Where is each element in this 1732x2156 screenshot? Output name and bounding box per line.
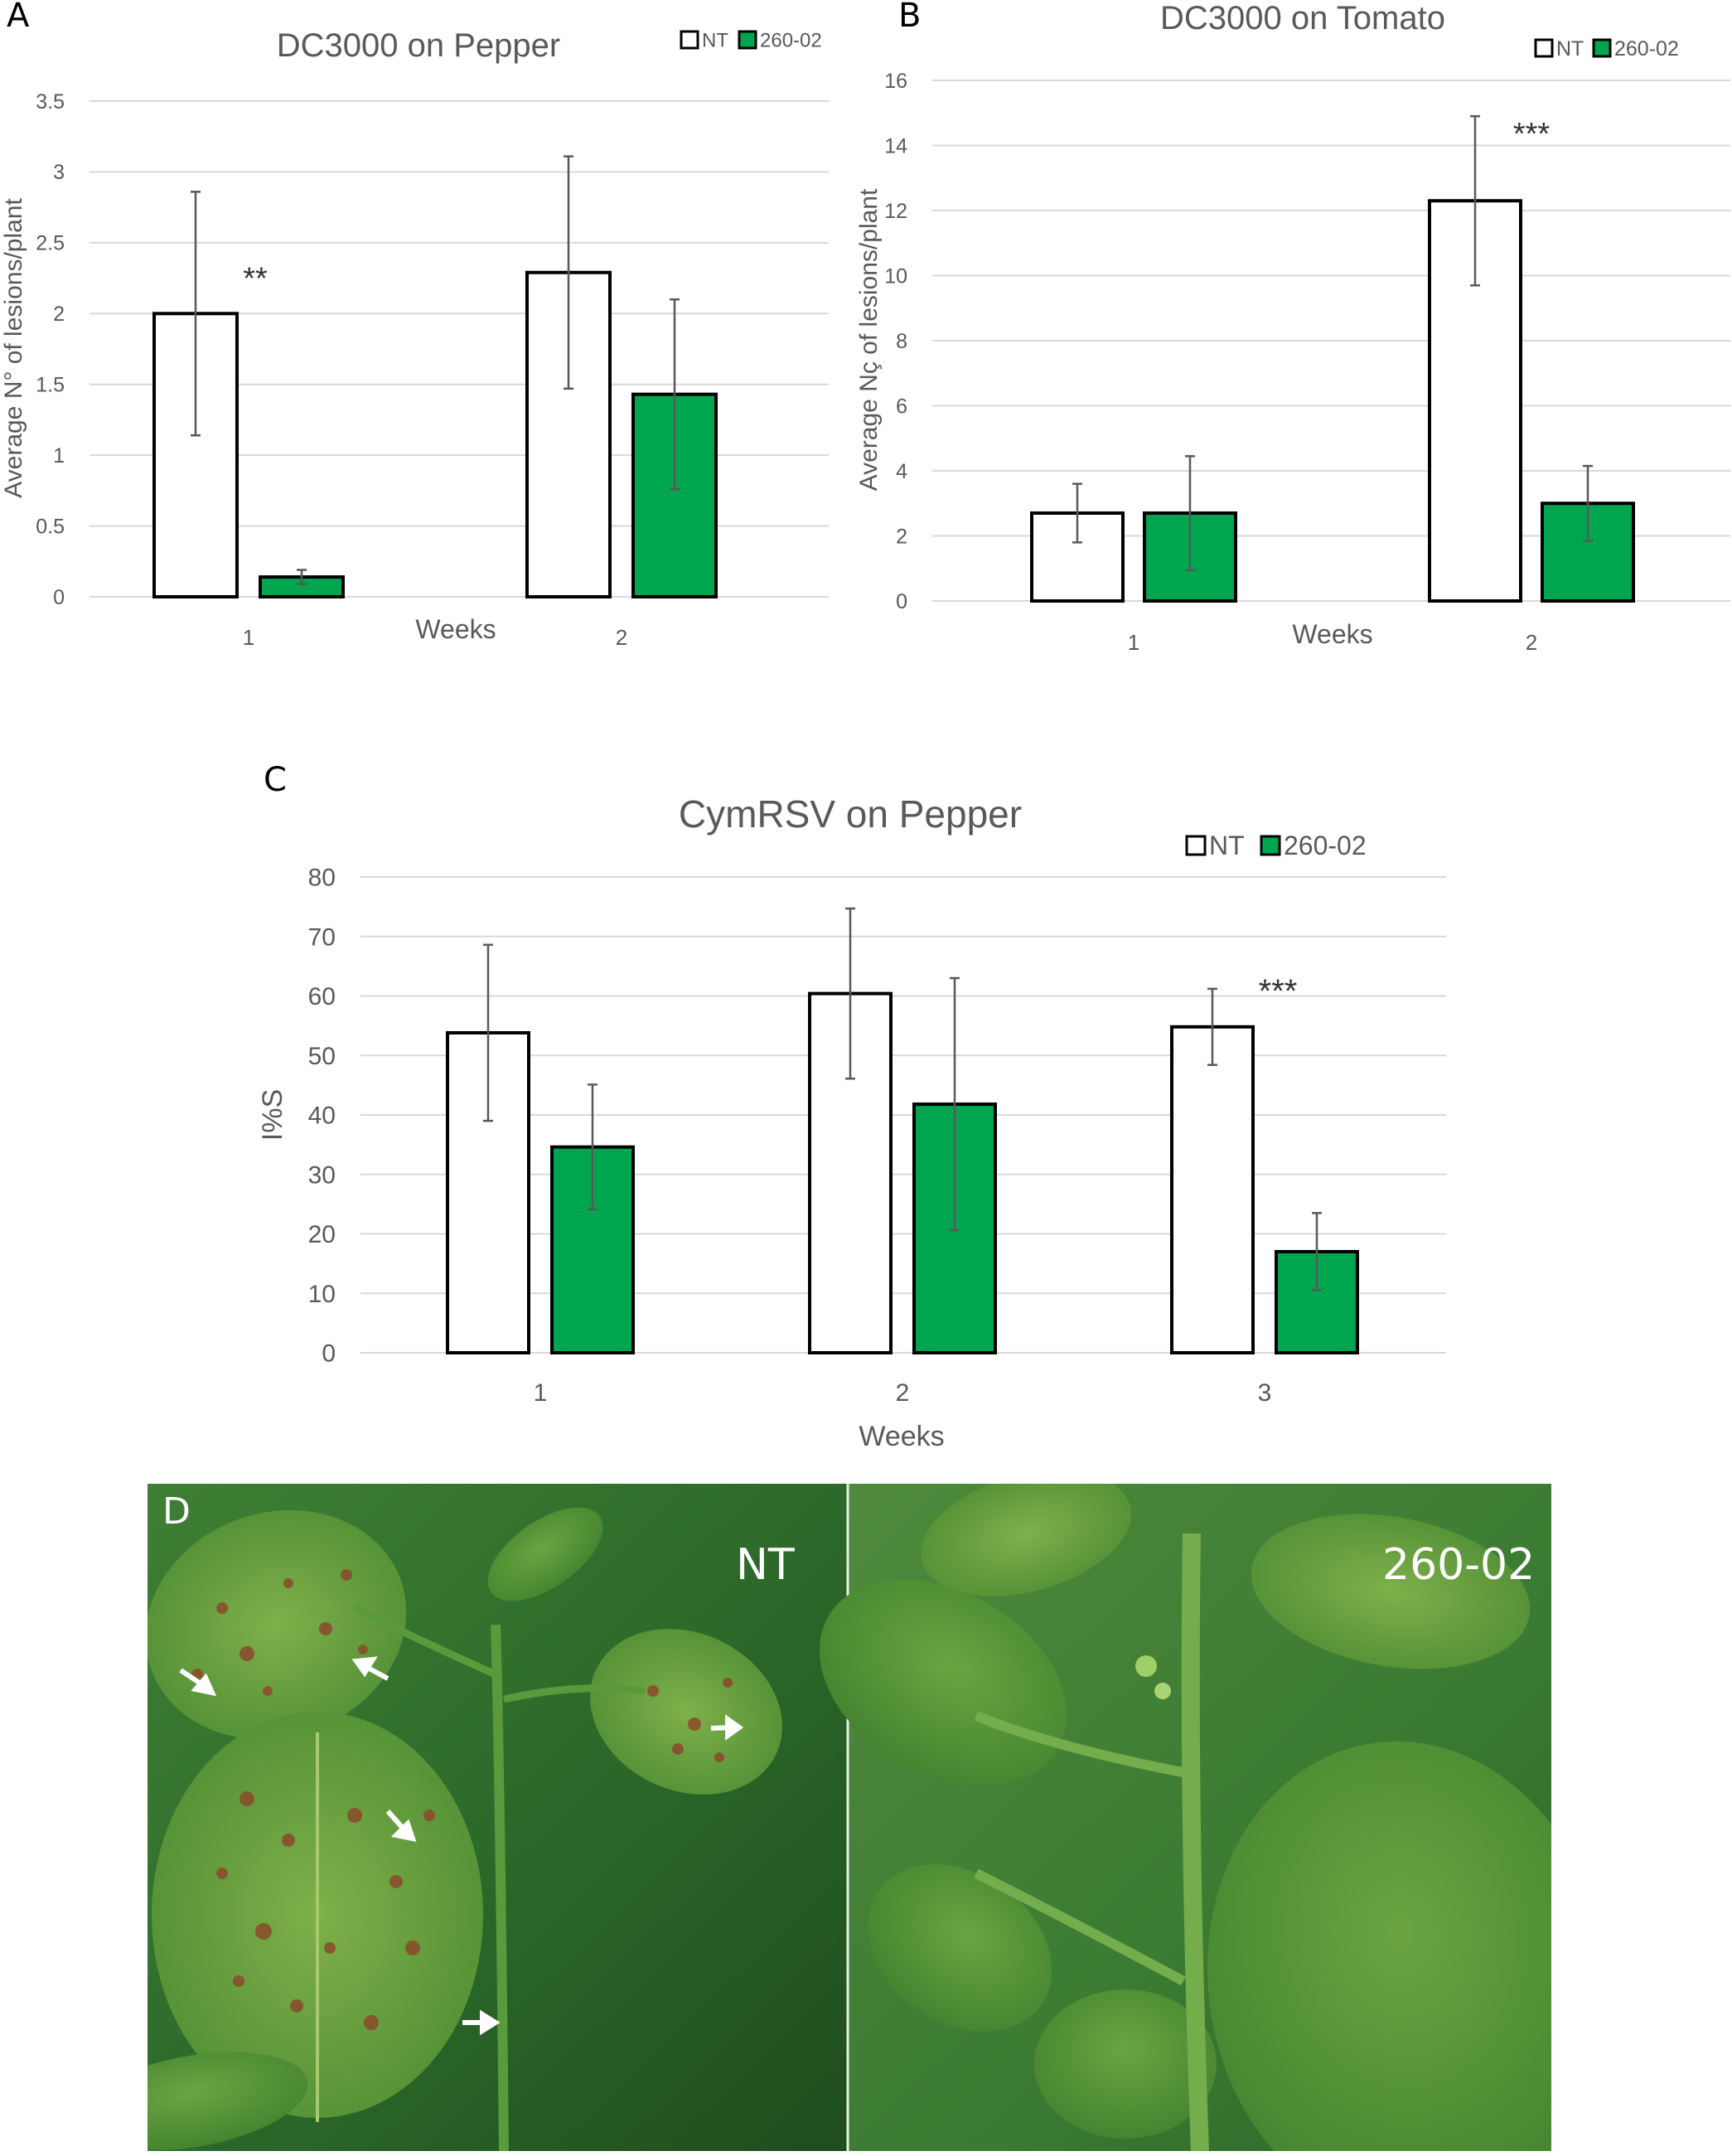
chart-b-category-label: 2 [1526,630,1537,655]
photo-label-260-02: 260-02 [1382,1540,1536,1590]
chart-a-ytick-label: 1 [53,444,65,468]
chart-c-ytick-label: 60 [308,983,336,1010]
chart-b-xlabel: Weeks [1292,619,1372,649]
chart-c-ytick-label: 40 [308,1102,336,1130]
chart-c-legend-label-treated: 260-02 [1284,831,1367,860]
chart-b-legend-swatch-nt [1534,38,1554,58]
chart-a-title: DC3000 on Pepper [277,27,560,64]
chart-c-xlabel: Weeks [859,1421,944,1452]
chart-c-legend-label-nt: NT [1209,831,1245,860]
panel-letter-c: C [264,761,287,799]
panel-letter-a: A [7,0,30,35]
chart-c-ytick-label: 30 [308,1161,336,1189]
chart-a: 0 0.5 1 1.5 2 2.5 3 3.5 1 2 ** DC3000 on Pepper Week… [0,27,829,650]
chart-c-bar-treated [550,1145,635,1354]
chart-b-significance-label: *** [1513,117,1551,152]
chart-b-ytick-label: 14 [884,134,907,157]
chart-c-ytick-label: 70 [308,923,336,951]
chart-b-category-label: 1 [1128,630,1139,655]
chart-b-ylabel: Average Nç of lesions/plant [855,188,883,491]
chart-c-ytick-label: 20 [308,1221,336,1248]
chart-b-ytick-label: 4 [896,460,907,483]
chart-c-ylabel: I%S [257,1089,288,1141]
chart-a-legend-label-treated: 260-02 [760,29,822,51]
chart-c-ytick-label: 50 [308,1043,336,1070]
plant-photo: D NT 260-02 [148,1484,1551,2151]
chart-b-legend-label-nt: NT [1556,37,1584,61]
chart-c-ytick-label: 10 [308,1281,336,1308]
chart-c-category-label: 2 [896,1379,910,1407]
chart-b-ytick-label: 8 [896,330,907,353]
chart-b-ytick-label: 0 [896,590,907,613]
chart-c-category-label: 1 [534,1379,548,1407]
chart-a-ytick-label: 1.5 [36,373,65,396]
chart-b-legend-swatch-treated [1592,38,1612,58]
chart-a-category-label: 2 [616,625,627,650]
chart-b-ytick-label: 2 [896,525,907,548]
chart-b-title: DC3000 on Tomato [1160,0,1445,36]
chart-a-ylabel: Average N° of lesions/plant [0,198,27,498]
chart-c-ytick-label: 80 [308,865,336,892]
chart-c-title: CymRSV on Pepper [679,792,1022,836]
chart-c-legend-swatch-treated [1260,835,1281,856]
chart-b-ytick-label: 16 [884,70,907,93]
chart-b-legend-label-treated: 260-02 [1614,37,1679,61]
chart-c-bar-nt [1170,1025,1255,1355]
panel-letter-d: D [162,1490,191,1533]
chart-a-ytick-label: 3.5 [36,90,65,114]
chart-c-category-label: 3 [1258,1379,1272,1407]
chart-a-xlabel: Weeks [415,614,496,644]
chart-c-ytick-label: 0 [322,1340,336,1368]
chart-a-ytick-label: 3 [53,161,65,184]
chart-a-legend-label-nt: NT [702,29,728,51]
photo-label-nt: NT [736,1540,795,1590]
chart-b-ytick-label: 6 [896,395,907,418]
chart-c-legend-swatch-nt [1185,835,1207,856]
chart-a-legend-swatch-nt [680,30,699,50]
chart-a-ytick-label: 0.5 [36,515,65,538]
chart-a-category-label: 1 [243,625,254,650]
chart-b-ytick-label: 12 [884,200,907,223]
chart-a-significance-label: ** [243,261,268,296]
chart-c: 0 10 20 30 40 50 60 70 80 1 2 3 *** CymRSV on Pepper W… [257,792,1446,1452]
chart-c-significance-label: *** [1259,973,1298,1010]
chart-b-ytick-label: 10 [884,264,907,288]
panel-letter-b: B [898,0,922,35]
plant-photo-drawing [148,1484,1551,2151]
chart-a-ytick-label: 2 [53,303,65,326]
chart-a-legend-swatch-treated [738,30,757,50]
chart-a-ytick-label: 0 [53,586,65,609]
chart-a-ytick-label: 2.5 [36,232,65,255]
